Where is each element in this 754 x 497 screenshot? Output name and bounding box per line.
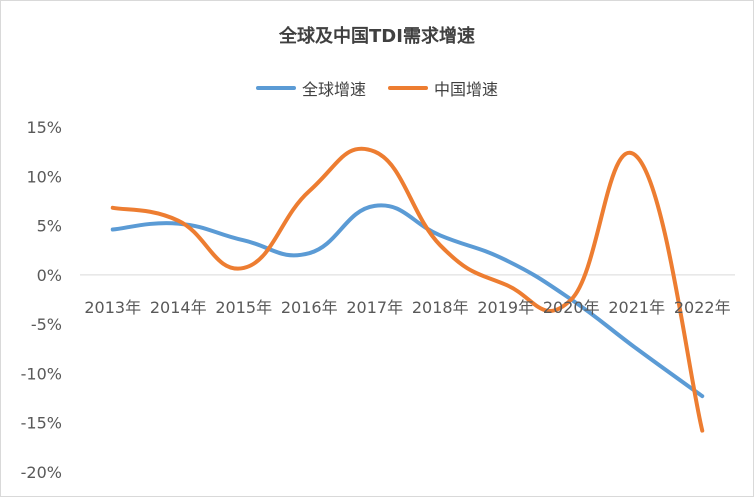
legend-item-china: 中国增速 bbox=[388, 76, 498, 100]
y-tick-label: -10% bbox=[21, 364, 62, 383]
legend-label-china: 中国增速 bbox=[434, 80, 499, 99]
y-tick-label: 0% bbox=[37, 266, 62, 285]
series-line-china bbox=[110, 146, 705, 433]
x-tick-label: 2020年 bbox=[543, 298, 600, 317]
y-tick-label: 15% bbox=[26, 118, 62, 137]
legend-swatch-china bbox=[388, 86, 428, 90]
x-tick-label: 2017年 bbox=[346, 298, 403, 317]
series-line-global bbox=[110, 203, 705, 399]
legend-item-global: 全球增速 bbox=[255, 76, 366, 100]
x-tick-label: 2013年 bbox=[84, 298, 141, 317]
y-tick-label: -5% bbox=[31, 315, 62, 334]
legend: 全球增速 中国增速 bbox=[0, 76, 754, 100]
chart-title: 全球及中国TDI需求增速 bbox=[279, 26, 475, 47]
y-tick-label: -15% bbox=[21, 414, 62, 433]
x-tick-label: 2015年 bbox=[215, 298, 272, 317]
x-tick-label: 2022年 bbox=[674, 298, 731, 317]
x-tick-label: 2018年 bbox=[412, 298, 469, 317]
legend-label-global: 全球增速 bbox=[301, 80, 366, 99]
x-tick-label: 2021年 bbox=[608, 298, 665, 317]
x-tick-label: 2019年 bbox=[477, 298, 534, 317]
y-tick-label: -20% bbox=[21, 463, 62, 482]
x-tick-label: 2014年 bbox=[150, 298, 207, 317]
legend-swatch-global bbox=[255, 86, 296, 90]
y-tick-label: 5% bbox=[37, 217, 62, 236]
y-tick-label: 10% bbox=[26, 167, 62, 186]
x-tick-label: 2016年 bbox=[281, 298, 338, 317]
